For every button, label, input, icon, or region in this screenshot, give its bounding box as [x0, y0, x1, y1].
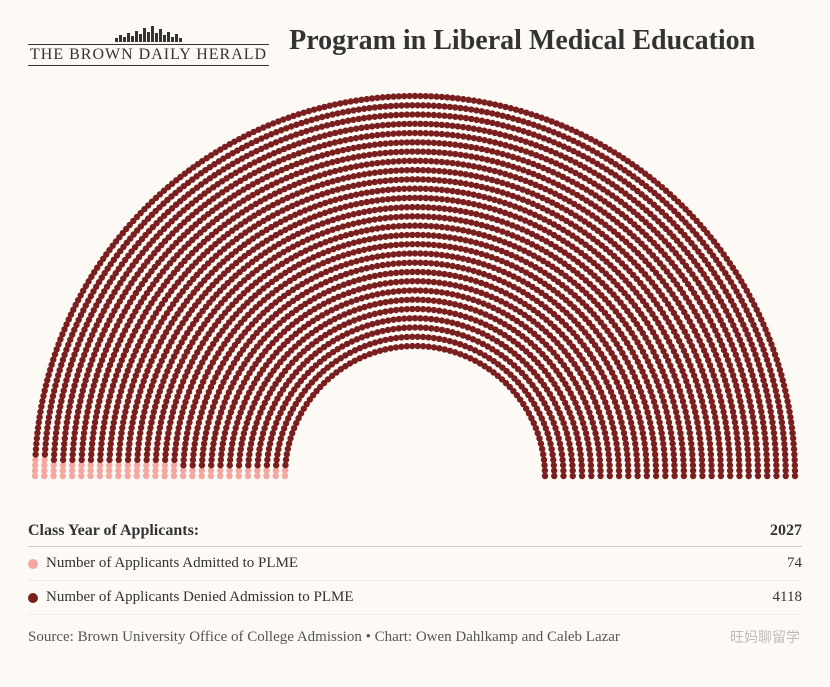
- legend-value: 74: [787, 555, 802, 572]
- legend-label: Number of Applicants Admitted to PLME: [46, 555, 298, 572]
- legend-header-right: 2027: [770, 522, 802, 540]
- header: THE BROWN DAILY HERALD Program in Libera…: [28, 24, 802, 66]
- legend-row: Number of Applicants Denied Admission to…: [28, 581, 802, 615]
- legend: Class Year of Applicants: 2027 Number of…: [28, 516, 802, 615]
- legend-header-left: Class Year of Applicants:: [28, 522, 199, 540]
- source-line: Source: Brown University Office of Colle…: [28, 629, 802, 646]
- legend-value: 4118: [773, 589, 802, 606]
- legend-header: Class Year of Applicants: 2027: [28, 516, 802, 547]
- legend-swatch: [28, 593, 38, 603]
- logo-skyline-icon: [28, 24, 269, 42]
- chart-title: Program in Liberal Medical Education: [289, 24, 755, 58]
- chart-container: [28, 76, 802, 496]
- legend-swatch: [28, 559, 38, 569]
- publication-logo: THE BROWN DAILY HERALD: [28, 24, 269, 66]
- logo-text: THE BROWN DAILY HERALD: [28, 44, 269, 66]
- parliament-dot-chart: [30, 76, 800, 496]
- legend-row: Number of Applicants Admitted to PLME 74: [28, 547, 802, 581]
- legend-label: Number of Applicants Denied Admission to…: [46, 589, 353, 606]
